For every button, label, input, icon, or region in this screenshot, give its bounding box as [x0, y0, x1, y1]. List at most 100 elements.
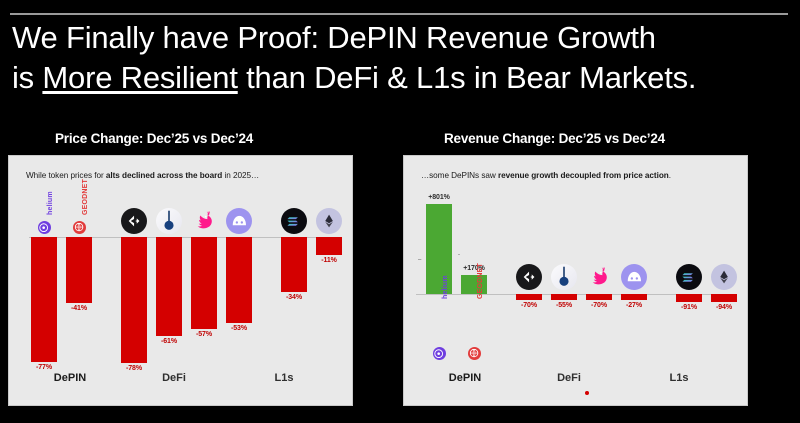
bar-aave [621, 294, 647, 300]
value-label-uniswap: -57% [196, 331, 212, 339]
subtitle-post: . [668, 171, 671, 180]
helium-icon [432, 347, 446, 360]
subtitle-bold: alts declined across the board [105, 171, 223, 180]
value-label-solana: -34% [286, 294, 302, 302]
axis-tick-mark: – [418, 257, 422, 263]
token-logo-wrapper [72, 221, 86, 234]
bar-chainlink [156, 237, 182, 336]
group-label-depin: DePIN [53, 372, 87, 384]
geodnet-icon [467, 347, 481, 360]
token-logo-wrapper [586, 264, 612, 290]
headline-emphasis: More Resilient [42, 60, 238, 96]
group-label-defi: DeFi [162, 372, 186, 384]
token-wordmark-helium: helium [47, 191, 54, 215]
aave-icon [226, 208, 252, 234]
value-label-sky: -70% [521, 302, 537, 309]
token-logo-wrapper [37, 221, 51, 234]
headline-line-2-pre: is [12, 60, 43, 96]
subtitle-pre: …some DePINs saw [421, 171, 498, 180]
subtitle-bold: revenue growth decoupled from price acti… [497, 171, 669, 180]
value-label-sky: -78% [126, 365, 142, 373]
bar-ethereum [711, 294, 737, 302]
chart-title-price-change: Price Change: Dec’25 vs Dec’24 [55, 131, 254, 146]
value-label-solana: -91% [681, 303, 697, 311]
sky-maker-icon [516, 264, 542, 290]
chart-panel-revenue-change: …some DePINs saw revenue growth decouple… [403, 155, 748, 406]
bar-helium [31, 237, 57, 362]
bar-ethereum [316, 237, 342, 255]
value-label-geodnet: +170% [463, 264, 485, 272]
token-logo-wrapper [156, 208, 182, 234]
uniswap-icon [586, 264, 612, 290]
aave-icon [621, 264, 647, 290]
bar-uniswap [191, 237, 217, 330]
chainlink-icon [551, 264, 577, 290]
geodnet-icon [72, 221, 86, 234]
headline-line-2: is More Resilient than DeFi & L1s in Bea… [12, 58, 792, 98]
chart-panel-price-change: While token prices for alts declined acr… [8, 155, 353, 406]
bar-solana [676, 294, 702, 302]
bar-chainlink [551, 294, 577, 300]
token-logo-wrapper [191, 208, 217, 234]
bar-geodnet [66, 237, 92, 304]
zero-axis-line [29, 237, 337, 238]
plot-area-price-change: -77% -41% -78% -61% -57% -53% -34% -11% [9, 156, 352, 405]
page-title: We Finally have Proof: DePIN Revenue Gro… [12, 18, 792, 99]
value-label-ethereum: -11% [321, 256, 337, 264]
header-divider-rule [10, 13, 788, 15]
group-label-l1s: L1s [274, 372, 294, 384]
token-logo-wrapper [316, 208, 342, 234]
bar-uniswap [586, 294, 612, 300]
chart-subtitle-price-change: While token prices for alts declined acr… [26, 171, 259, 180]
value-label-geodnet: -41% [71, 305, 87, 313]
bar-aave [226, 237, 252, 323]
chart-title-revenue-change: Revenue Change: Dec’25 vs Dec’24 [444, 131, 665, 146]
token-logo-wrapper [621, 264, 647, 290]
uniswap-icon [191, 208, 217, 234]
token-wordmark-geodnet: GEODNET [82, 178, 89, 215]
value-label-helium: +801% [428, 194, 450, 202]
value-label-chainlink: -55% [556, 302, 572, 309]
ethereum-icon [711, 264, 737, 290]
axis-tick-mark: - [458, 252, 461, 258]
solana-icon [281, 208, 307, 234]
token-logo-wrapper [551, 264, 577, 290]
token-logo-wrapper [226, 208, 252, 234]
defi-marker-dot [585, 391, 589, 395]
token-logo-wrapper [121, 208, 147, 234]
token-logo-wrapper [711, 264, 737, 290]
value-label-uniswap: -70% [591, 302, 607, 309]
token-logo-wrapper [467, 347, 481, 360]
subtitle-post: in 2025… [222, 171, 260, 180]
group-label-depin: DePIN [448, 372, 482, 384]
group-label-defi: DeFi [557, 372, 581, 384]
chainlink-icon [156, 208, 182, 234]
value-label-ethereum: -94% [716, 303, 732, 311]
bar-solana [281, 237, 307, 293]
value-label-helium: -77% [36, 363, 52, 371]
ethereum-icon [316, 208, 342, 234]
bar-sky [121, 237, 147, 364]
token-wordmark-helium: helium [442, 275, 449, 299]
token-logo-wrapper [432, 347, 446, 360]
headline-line-1: We Finally have Proof: DePIN Revenue Gro… [12, 20, 656, 55]
bar-sky [516, 294, 542, 300]
value-label-aave: -53% [231, 324, 247, 332]
headline-line-2-post: than DeFi & L1s in Bear Markets. [237, 60, 697, 96]
token-logo-wrapper [676, 264, 702, 290]
bar-geodnet [461, 274, 487, 294]
plot-area-revenue-change: – - +801% +170% -70% -55% -70% -27% -91% [404, 156, 747, 405]
value-label-chainlink: -61% [161, 337, 177, 345]
solana-icon [676, 264, 702, 290]
subtitle-pre: While token prices for [26, 171, 106, 180]
token-wordmark-geodnet: GEODNET [477, 262, 484, 299]
sky-maker-icon [121, 208, 147, 234]
chart-subtitle-revenue-change: …some DePINs saw revenue growth decouple… [421, 171, 671, 180]
token-logo-wrapper [516, 264, 542, 290]
value-label-aave: -27% [626, 302, 642, 309]
token-logo-wrapper [281, 208, 307, 234]
group-label-l1s: L1s [669, 372, 689, 384]
bar-helium [426, 204, 452, 294]
helium-icon [37, 221, 51, 234]
